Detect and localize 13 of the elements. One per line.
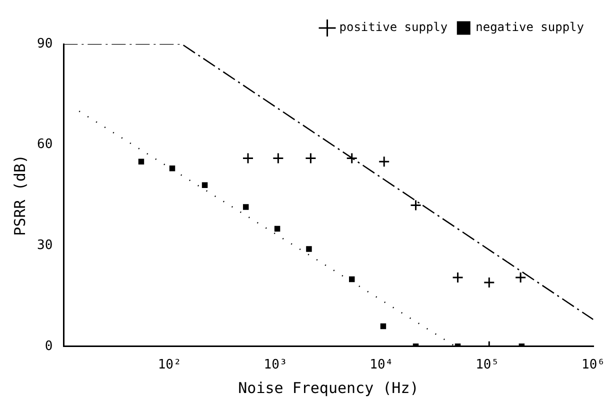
y-tick-label: 90 [36,36,53,52]
x-tick-label: 10⁶ [582,358,605,373]
legend-label: positive supply [339,20,448,34]
y-tick-label: 60 [36,137,53,152]
x-axis-title: Noise Frequency (Hz) [238,378,419,397]
x-tick-label: 10³ [264,358,288,373]
legend-label: negative supply [476,20,584,34]
x-tick-label: 10² [158,358,182,373]
y-tick-label: 30 [36,238,53,253]
x-tick-label: 10⁴ [370,358,394,373]
y-tick-label: 0 [44,338,53,354]
y-axis-title: PSRR (dB) [10,154,29,236]
x-tick-label: 10⁵ [476,358,500,373]
